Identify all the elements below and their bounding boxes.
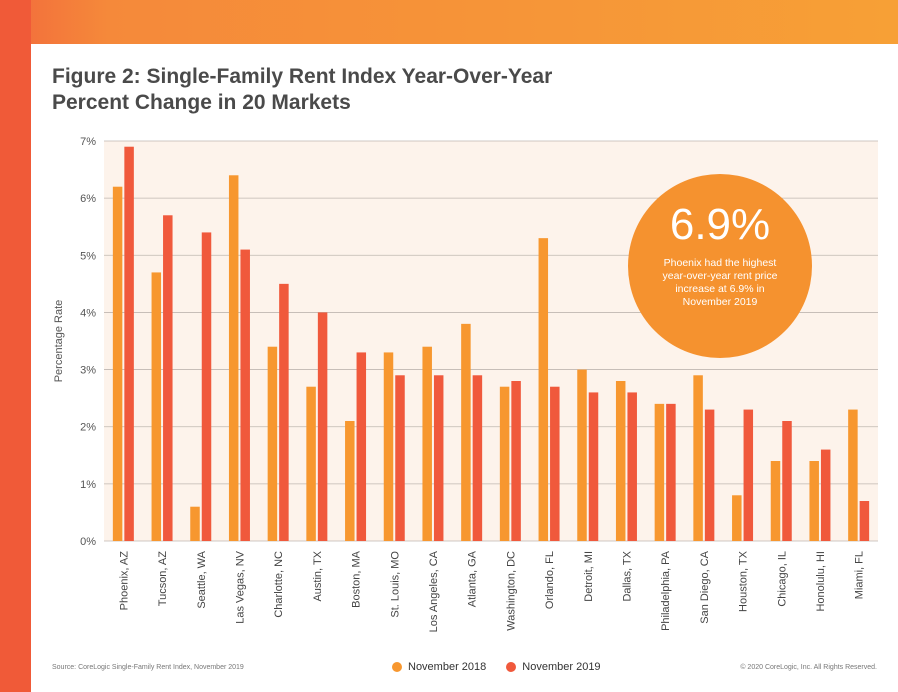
x-tick-label: Dallas, TX [621,550,633,601]
y-tick-label: 1% [80,479,96,491]
y-tick-label: 5% [80,250,96,262]
bar-nov-2018 [693,375,703,541]
highlight-callout: 6.9% Phoenix had the highest year-over-y… [628,174,812,358]
y-axis-label: Percentage Rate [53,300,65,383]
x-tick-label: Phoenix, AZ [118,551,130,611]
legend-label-2019: November 2019 [522,661,601,673]
bar-nov-2018 [770,461,781,541]
chart-title: Figure 2: Single-Family Rent Index Year-… [52,64,752,116]
bar-nov-2018 [654,403,665,541]
y-tick-label: 2% [80,422,96,434]
x-tick-label: Houston, TX [738,550,750,612]
bar-nov-2019 [782,421,792,541]
bar-nov-2018 [383,352,394,541]
bar-nov-2018 [732,495,742,541]
bar-nov-2018 [190,506,200,541]
bar-nov-2018 [151,272,162,541]
bar-nov-2019 [124,146,134,541]
x-tick-label: Washington, DC [505,551,517,631]
y-tick-label: 0% [80,536,96,548]
bar-nov-2018 [112,186,123,541]
bar-nov-2019 [356,352,367,541]
x-tick-label: Seattle, WA [196,550,208,608]
bar-nov-2018 [809,461,819,541]
bar-nov-2019 [317,312,328,541]
title-line-2: Percent Change in 20 Markets [52,91,351,114]
bar-nov-2018 [577,369,587,541]
source-note: Source: CoreLogic Single-Family Rent Ind… [52,664,244,671]
bar-nov-2019 [666,403,676,541]
title-line-1: Figure 2: Single-Family Rent Index Year-… [52,65,553,88]
callout-value: 6.9% [669,200,771,249]
bar-nov-2019 [472,375,483,541]
bar-nov-2019 [588,392,599,541]
bar-nov-2019 [627,392,637,541]
legend-item-2018: November 2018 [392,661,486,673]
y-tick-label: 7% [80,136,96,148]
x-tick-label: Las Vegas, NV [234,550,246,623]
bar-nov-2019 [550,386,560,541]
bar-nov-2018 [422,346,432,541]
bar-nov-2019 [859,501,870,541]
left-accent-bar [0,0,31,692]
bar-nov-2018 [267,346,278,541]
x-tick-label: Austin, TX [312,550,324,601]
bar-nov-2019 [433,375,444,541]
legend-item-2019: November 2019 [506,661,601,673]
x-tick-label: Tucson, AZ [157,551,169,607]
bar-nov-2019 [395,375,405,541]
x-tick-label: Miami, FL [854,551,866,599]
bar-nov-2018 [615,381,626,541]
bar-nov-2019 [201,232,212,541]
bar-nov-2018 [345,421,355,541]
x-tick-label: Philadelphia, PA [660,550,672,631]
bar-nov-2019 [163,215,173,542]
callout-text: Phoenix had the highest year-over-year r… [662,257,778,308]
legend-swatch-2019 [506,662,517,672]
y-tick-label: 3% [80,365,96,377]
y-tick-label: 4% [80,307,96,319]
x-tick-label: Charlotte, NC [273,551,285,618]
bar-nov-2019 [511,381,521,541]
x-tick-label: Boston, MA [351,550,363,608]
bar-nov-2019 [240,249,250,542]
x-tick-label: San Diego, CA [699,550,711,623]
legend-swatch-2018 [392,662,402,672]
bar-nov-2018 [461,323,471,541]
bar-nov-2019 [743,409,754,541]
bar-nov-2019 [820,449,831,541]
x-tick-label: Los Angeles, CA [428,550,440,632]
y-tick-label: 6% [80,193,96,205]
x-tick-label: Detroit, MI [583,551,595,602]
x-tick-label: St. Louis, MO [389,551,401,618]
copyright-note: © 2020 CoreLogic, Inc. All Rights Reserv… [740,664,877,671]
bar-nov-2018 [499,386,510,541]
bar-nov-2019 [279,283,289,541]
top-banner [0,0,898,44]
x-tick-label: Chicago, IL [776,551,788,607]
x-tick-label: Atlanta, GA [467,550,479,607]
bar-nov-2019 [704,409,715,541]
bar-nov-2018 [538,238,549,541]
chart-legend: November 2018 November 2019 [392,661,601,673]
x-tick-label: Orlando, FL [544,551,556,609]
bar-nov-2018 [306,386,316,541]
legend-label-2018: November 2018 [408,661,487,673]
bar-nov-2018 [228,175,239,542]
bar-nov-2018 [848,409,858,541]
x-tick-label: Honolulu, HI [815,551,827,612]
